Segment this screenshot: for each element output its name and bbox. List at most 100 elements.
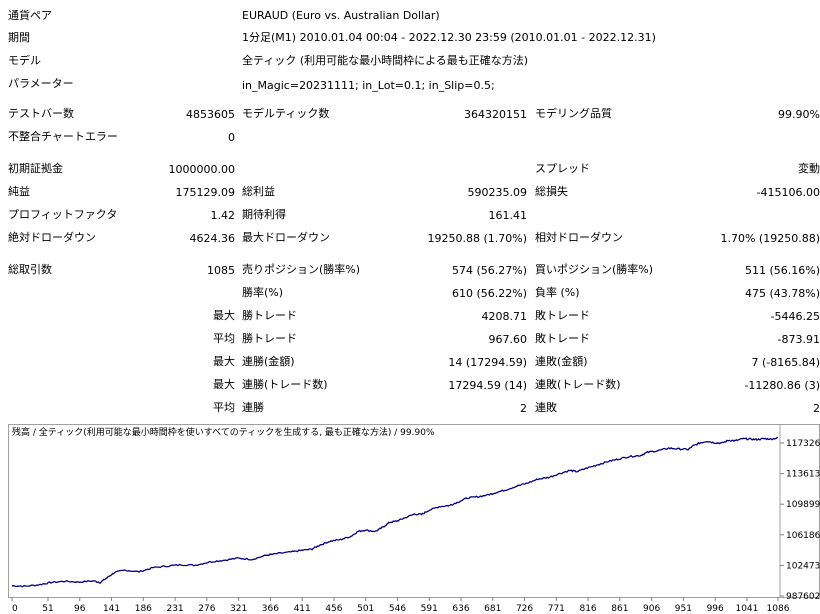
profit-factor-value: 1.42 bbox=[210, 209, 236, 222]
spread-value: 変動 bbox=[798, 162, 820, 175]
x-tick-label: 231 bbox=[166, 604, 183, 614]
expected-payoff-value: 161.41 bbox=[488, 209, 528, 222]
quality-value: 99.90% bbox=[778, 108, 820, 121]
x-tick-label: 321 bbox=[230, 604, 247, 614]
ticks-label: モデルティック数 bbox=[242, 107, 330, 120]
gross-loss-value: -415106.00 bbox=[756, 186, 820, 199]
period-label: 期間 bbox=[8, 31, 30, 44]
max-prefix-2: 最大 bbox=[213, 355, 235, 368]
x-tick-label: 51 bbox=[42, 604, 53, 614]
y-tick-label: 1098998 bbox=[786, 500, 820, 510]
ticks-value: 364320151 bbox=[464, 108, 527, 121]
x-tick-label: 96 bbox=[74, 604, 86, 614]
bars-value: 4853605 bbox=[186, 108, 235, 121]
gross-profit-label: 総利益 bbox=[242, 185, 275, 198]
bars-label: テストバー数 bbox=[8, 107, 74, 120]
avg-prefix-1: 平均 bbox=[213, 332, 235, 345]
x-tick-label: 501 bbox=[357, 604, 374, 614]
consec-win-trades-value: 17294.59 (14) bbox=[448, 379, 527, 392]
max-prefix-3: 最大 bbox=[213, 378, 235, 391]
total-trades-label: 総取引数 bbox=[8, 263, 52, 276]
total-trades-value: 1085 bbox=[207, 264, 235, 277]
x-tick-label: 1041 bbox=[735, 604, 758, 614]
avg-win-value: 967.60 bbox=[488, 333, 528, 346]
balance-chart-frame bbox=[8, 424, 820, 598]
abs-drawdown-value: 4624.36 bbox=[189, 232, 236, 245]
y-tick-label: 987602 bbox=[786, 592, 820, 602]
quality-label: モデリング品質 bbox=[535, 107, 612, 120]
x-tick-label: 366 bbox=[262, 604, 279, 614]
rel-drawdown-label: 相対ドローダウン bbox=[535, 231, 623, 244]
avg-consec-loss-label: 連敗 bbox=[535, 401, 557, 414]
x-tick-label: 411 bbox=[294, 604, 311, 614]
short-positions-label: 売りポジション(勝率%) bbox=[242, 263, 361, 276]
profit-factor-label: プロフィットファクタ bbox=[8, 208, 118, 221]
x-tick-label: 996 bbox=[707, 604, 724, 614]
x-tick-label: 456 bbox=[325, 604, 342, 614]
y-tick-label: 1136130 bbox=[786, 470, 820, 480]
params-label: パラメーター bbox=[8, 77, 74, 90]
balance-series-line bbox=[11, 436, 779, 588]
model-label: モデル bbox=[8, 54, 41, 67]
consec-win-trades-label: 連勝(トレード数) bbox=[242, 378, 328, 391]
largest-loss-value: -5446.25 bbox=[770, 310, 820, 323]
long-positions-value: 511 (56.16%) bbox=[744, 264, 820, 277]
mismatch-label: 不整合チャートエラー bbox=[8, 130, 118, 143]
avg-win-label: 勝トレード bbox=[242, 332, 297, 345]
x-tick-label: 861 bbox=[611, 604, 628, 614]
largest-win-label: 勝トレード bbox=[242, 309, 297, 322]
deposit-value: 1000000.00 bbox=[168, 163, 235, 176]
x-tick-label: 951 bbox=[675, 604, 692, 614]
symbol-value: EURAUD (Euro vs. Australian Dollar) bbox=[242, 9, 440, 22]
abs-drawdown-label: 絶対ドローダウン bbox=[8, 231, 96, 244]
x-tick-label: 816 bbox=[579, 604, 596, 614]
y-tick-label: 1061866 bbox=[786, 531, 820, 541]
chart-title: 残高 / 全ティック(利用可能な最小時間枠を使いすべてのティックを生成する, 最… bbox=[12, 428, 435, 438]
period-value: 1分足(M1) 2010.01.04 00:04 - 2022.12.30 23… bbox=[242, 31, 656, 44]
largest-win-value: 4208.71 bbox=[481, 310, 528, 323]
largest-loss-label: 敗トレード bbox=[535, 309, 590, 322]
x-tick-label: 681 bbox=[484, 604, 501, 614]
y-tick-label: 1173262 bbox=[786, 439, 820, 449]
short-positions-value: 574 (56.27%) bbox=[451, 264, 527, 277]
consec-win-money-label: 連勝(金額) bbox=[242, 355, 295, 368]
symbol-label: 通貨ペア bbox=[8, 9, 52, 22]
net-label: 純益 bbox=[8, 185, 30, 198]
loss-rate-value: 475 (43.78%) bbox=[744, 287, 820, 300]
consec-loss-trades-value: -11280.86 (3) bbox=[744, 379, 820, 392]
consec-loss-money-label: 連敗(金額) bbox=[535, 355, 588, 368]
avg-loss-value: -873.91 bbox=[777, 333, 820, 346]
consec-loss-trades-label: 連敗(トレード数) bbox=[535, 378, 621, 391]
avg-loss-label: 敗トレード bbox=[535, 332, 590, 345]
x-tick-label: 726 bbox=[516, 604, 533, 614]
mismatch-value: 0 bbox=[228, 131, 235, 144]
gross-profit-value: 590235.09 bbox=[467, 186, 528, 199]
avg-consec-win-value: 2 bbox=[520, 402, 527, 415]
avg-consec-win-label: 連勝 bbox=[242, 401, 264, 414]
rel-drawdown-value: 1.70% (19250.88) bbox=[720, 232, 820, 245]
net-value: 175129.09 bbox=[175, 186, 236, 199]
x-tick-label: 771 bbox=[548, 604, 565, 614]
consec-win-money-value: 14 (17294.59) bbox=[448, 356, 527, 369]
x-tick-label: 591 bbox=[421, 604, 438, 614]
expected-payoff-label: 期待利得 bbox=[242, 208, 286, 221]
y-tick-label: 1024734 bbox=[786, 561, 820, 571]
x-tick-label: 276 bbox=[198, 604, 215, 614]
avg-consec-loss-value: 2 bbox=[813, 402, 820, 415]
max-drawdown-value: 19250.88 (1.70%) bbox=[427, 232, 527, 245]
max-prefix-1: 最大 bbox=[213, 309, 235, 322]
loss-rate-label: 負率 (%) bbox=[535, 286, 580, 299]
params-value: in_Magic=20231111; in_Lot=0.1; in_Slip=0… bbox=[242, 79, 495, 92]
spread-label: スプレッド bbox=[535, 162, 590, 175]
win-rate-label: 勝率(%) bbox=[242, 286, 284, 299]
consec-loss-money-value: 7 (-8165.84) bbox=[751, 356, 820, 369]
x-tick-label: 141 bbox=[103, 604, 120, 614]
x-tick-label: 1086 bbox=[767, 604, 790, 614]
x-tick-label: 546 bbox=[389, 604, 406, 614]
x-tick-label: 186 bbox=[135, 604, 152, 614]
deposit-label: 初期証拠金 bbox=[8, 162, 63, 175]
gross-loss-label: 総損失 bbox=[535, 185, 568, 198]
model-value: 全ティック (利用可能な最小時間枠による最も正確な方法) bbox=[242, 54, 529, 67]
long-positions-label: 買いポジション(勝率%) bbox=[535, 263, 654, 276]
